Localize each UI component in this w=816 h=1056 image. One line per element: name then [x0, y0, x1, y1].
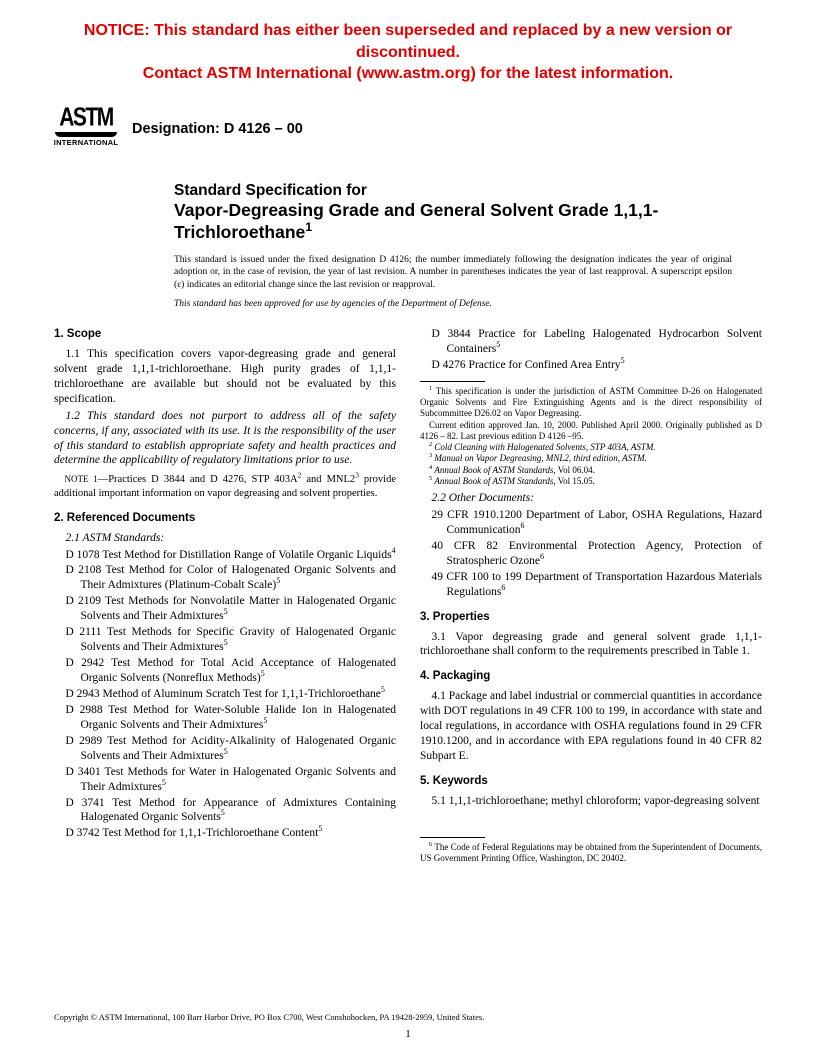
title-sup: 1	[305, 220, 312, 234]
scope-1-2: 1.2 This standard does not purport to ad…	[54, 409, 396, 469]
footnote-6: 6 The Code of Federal Regulations may be…	[420, 842, 762, 865]
ref-item: D 1078 Test Method for Distillation Rang…	[54, 548, 396, 563]
body-columns: 1. Scope 1.1 This specification covers v…	[54, 327, 762, 864]
note-1: NOTE 1—Practices D 3844 and D 4276, STP …	[54, 473, 396, 500]
copyright: Copyright © ASTM International, 100 Barr…	[54, 1012, 762, 1022]
approval-line: This standard has been approved for use …	[174, 299, 732, 309]
ref-item: D 3401 Test Methods for Water in Halogen…	[54, 765, 396, 795]
ref-item: D 2943 Method of Aluminum Scratch Test f…	[54, 687, 396, 702]
note-label: NOTE 1	[65, 474, 98, 484]
logo-subtext: INTERNATIONAL	[54, 138, 119, 147]
keys-head: 5. Keywords	[420, 774, 762, 789]
ref-item: D 4276 Practice for Confined Area Entry5	[420, 358, 762, 373]
note-text-b: and MNL2	[301, 474, 355, 485]
ref-item: D 2989 Test Method for Acidity-Alkalinit…	[54, 734, 396, 764]
scope-head: 1. Scope	[54, 327, 396, 342]
ref-item: D 3844 Practice for Labeling Halogenated…	[420, 327, 762, 357]
title-main: Vapor-Degreasing Grade and General Solve…	[174, 200, 732, 244]
title-block: Standard Specification for Vapor-Degreas…	[174, 181, 732, 244]
footnote-rule-left	[420, 381, 485, 382]
ref-item: D 2109 Test Methods for Nonvolatile Matt…	[54, 594, 396, 624]
ref-item: D 3741 Test Method for Appearance of Adm…	[54, 796, 396, 826]
other-docs-label: 2.2 Other Documents:	[420, 491, 762, 506]
boilerplate: This standard is issued under the fixed …	[174, 254, 732, 291]
page-number: 1	[0, 1028, 816, 1040]
astm-logo: ASTM INTERNATIONAL	[54, 103, 118, 155]
ref-item: D 3742 Test Method for 1,1,1-Trichloroet…	[54, 826, 396, 841]
pack-head: 4. Packaging	[420, 669, 762, 684]
notice-line1: NOTICE: This standard has either been su…	[84, 22, 732, 61]
astm-standards-label: 2.1 ASTM Standards:	[54, 531, 396, 546]
scope-1-1: 1.1 This specification covers vapor-degr…	[54, 347, 396, 407]
props-para: 3.1 Vapor degreasing grade and general s…	[420, 630, 762, 660]
notice-line2: Contact ASTM International (www.astm.org…	[143, 65, 673, 82]
notice-banner: NOTICE: This standard has either been su…	[54, 20, 762, 85]
keys-para: 5.1 1,1,1-trichloroethane; methyl chloro…	[420, 794, 762, 809]
footnote: 1 This specification is under the jurisd…	[420, 386, 762, 420]
ref-item: D 2108 Test Method for Color of Halogena…	[54, 563, 396, 593]
footnotes-left: 1 This specification is under the jurisd…	[420, 386, 762, 487]
pack-para: 4.1 Package and label industrial or comm…	[420, 689, 762, 764]
footnote: 5 Annual Book of ASTM Standards, Vol 15.…	[420, 476, 762, 487]
props-head: 3. Properties	[420, 610, 762, 625]
note-text-a: —Practices D 3844 and D 4276, STP 403A	[98, 474, 298, 485]
refs-head: 2. Referenced Documents	[54, 511, 396, 526]
ref-item: D 2111 Test Methods for Specific Gravity…	[54, 625, 396, 655]
designation: Designation: D 4126 – 00	[132, 121, 303, 137]
title-lead: Standard Specification for	[174, 181, 732, 200]
logo-text: ASTM	[59, 108, 113, 129]
title-main-text: Vapor-Degreasing Grade and General Solve…	[174, 200, 658, 242]
footnote: Current edition approved Jan. 10, 2000. …	[420, 420, 762, 443]
ref-item: D 2988 Test Method for Water-Soluble Hal…	[54, 703, 396, 733]
other-ref-item: 49 CFR 100 to 199 Department of Transpor…	[420, 570, 762, 600]
logo-swoosh	[55, 132, 117, 137]
footnote: 2 Cold Cleaning with Halogenated Solvent…	[420, 442, 762, 453]
other-ref-item: 40 CFR 82 Environmental Protection Agenc…	[420, 539, 762, 569]
footnote: 3 Manual on Vapor Degreasing, MNL2, thir…	[420, 453, 762, 464]
ref-item: D 2942 Test Method for Total Acid Accept…	[54, 656, 396, 686]
other-ref-list: 29 CFR 1910.1200 Department of Labor, OS…	[420, 508, 762, 600]
footnote: 4 Annual Book of ASTM Standards, Vol 06.…	[420, 465, 762, 476]
footnote-rule-right	[420, 837, 485, 838]
other-ref-item: 29 CFR 1910.1200 Department of Labor, OS…	[420, 508, 762, 538]
header-row: ASTM INTERNATIONAL Designation: D 4126 –…	[54, 103, 762, 155]
